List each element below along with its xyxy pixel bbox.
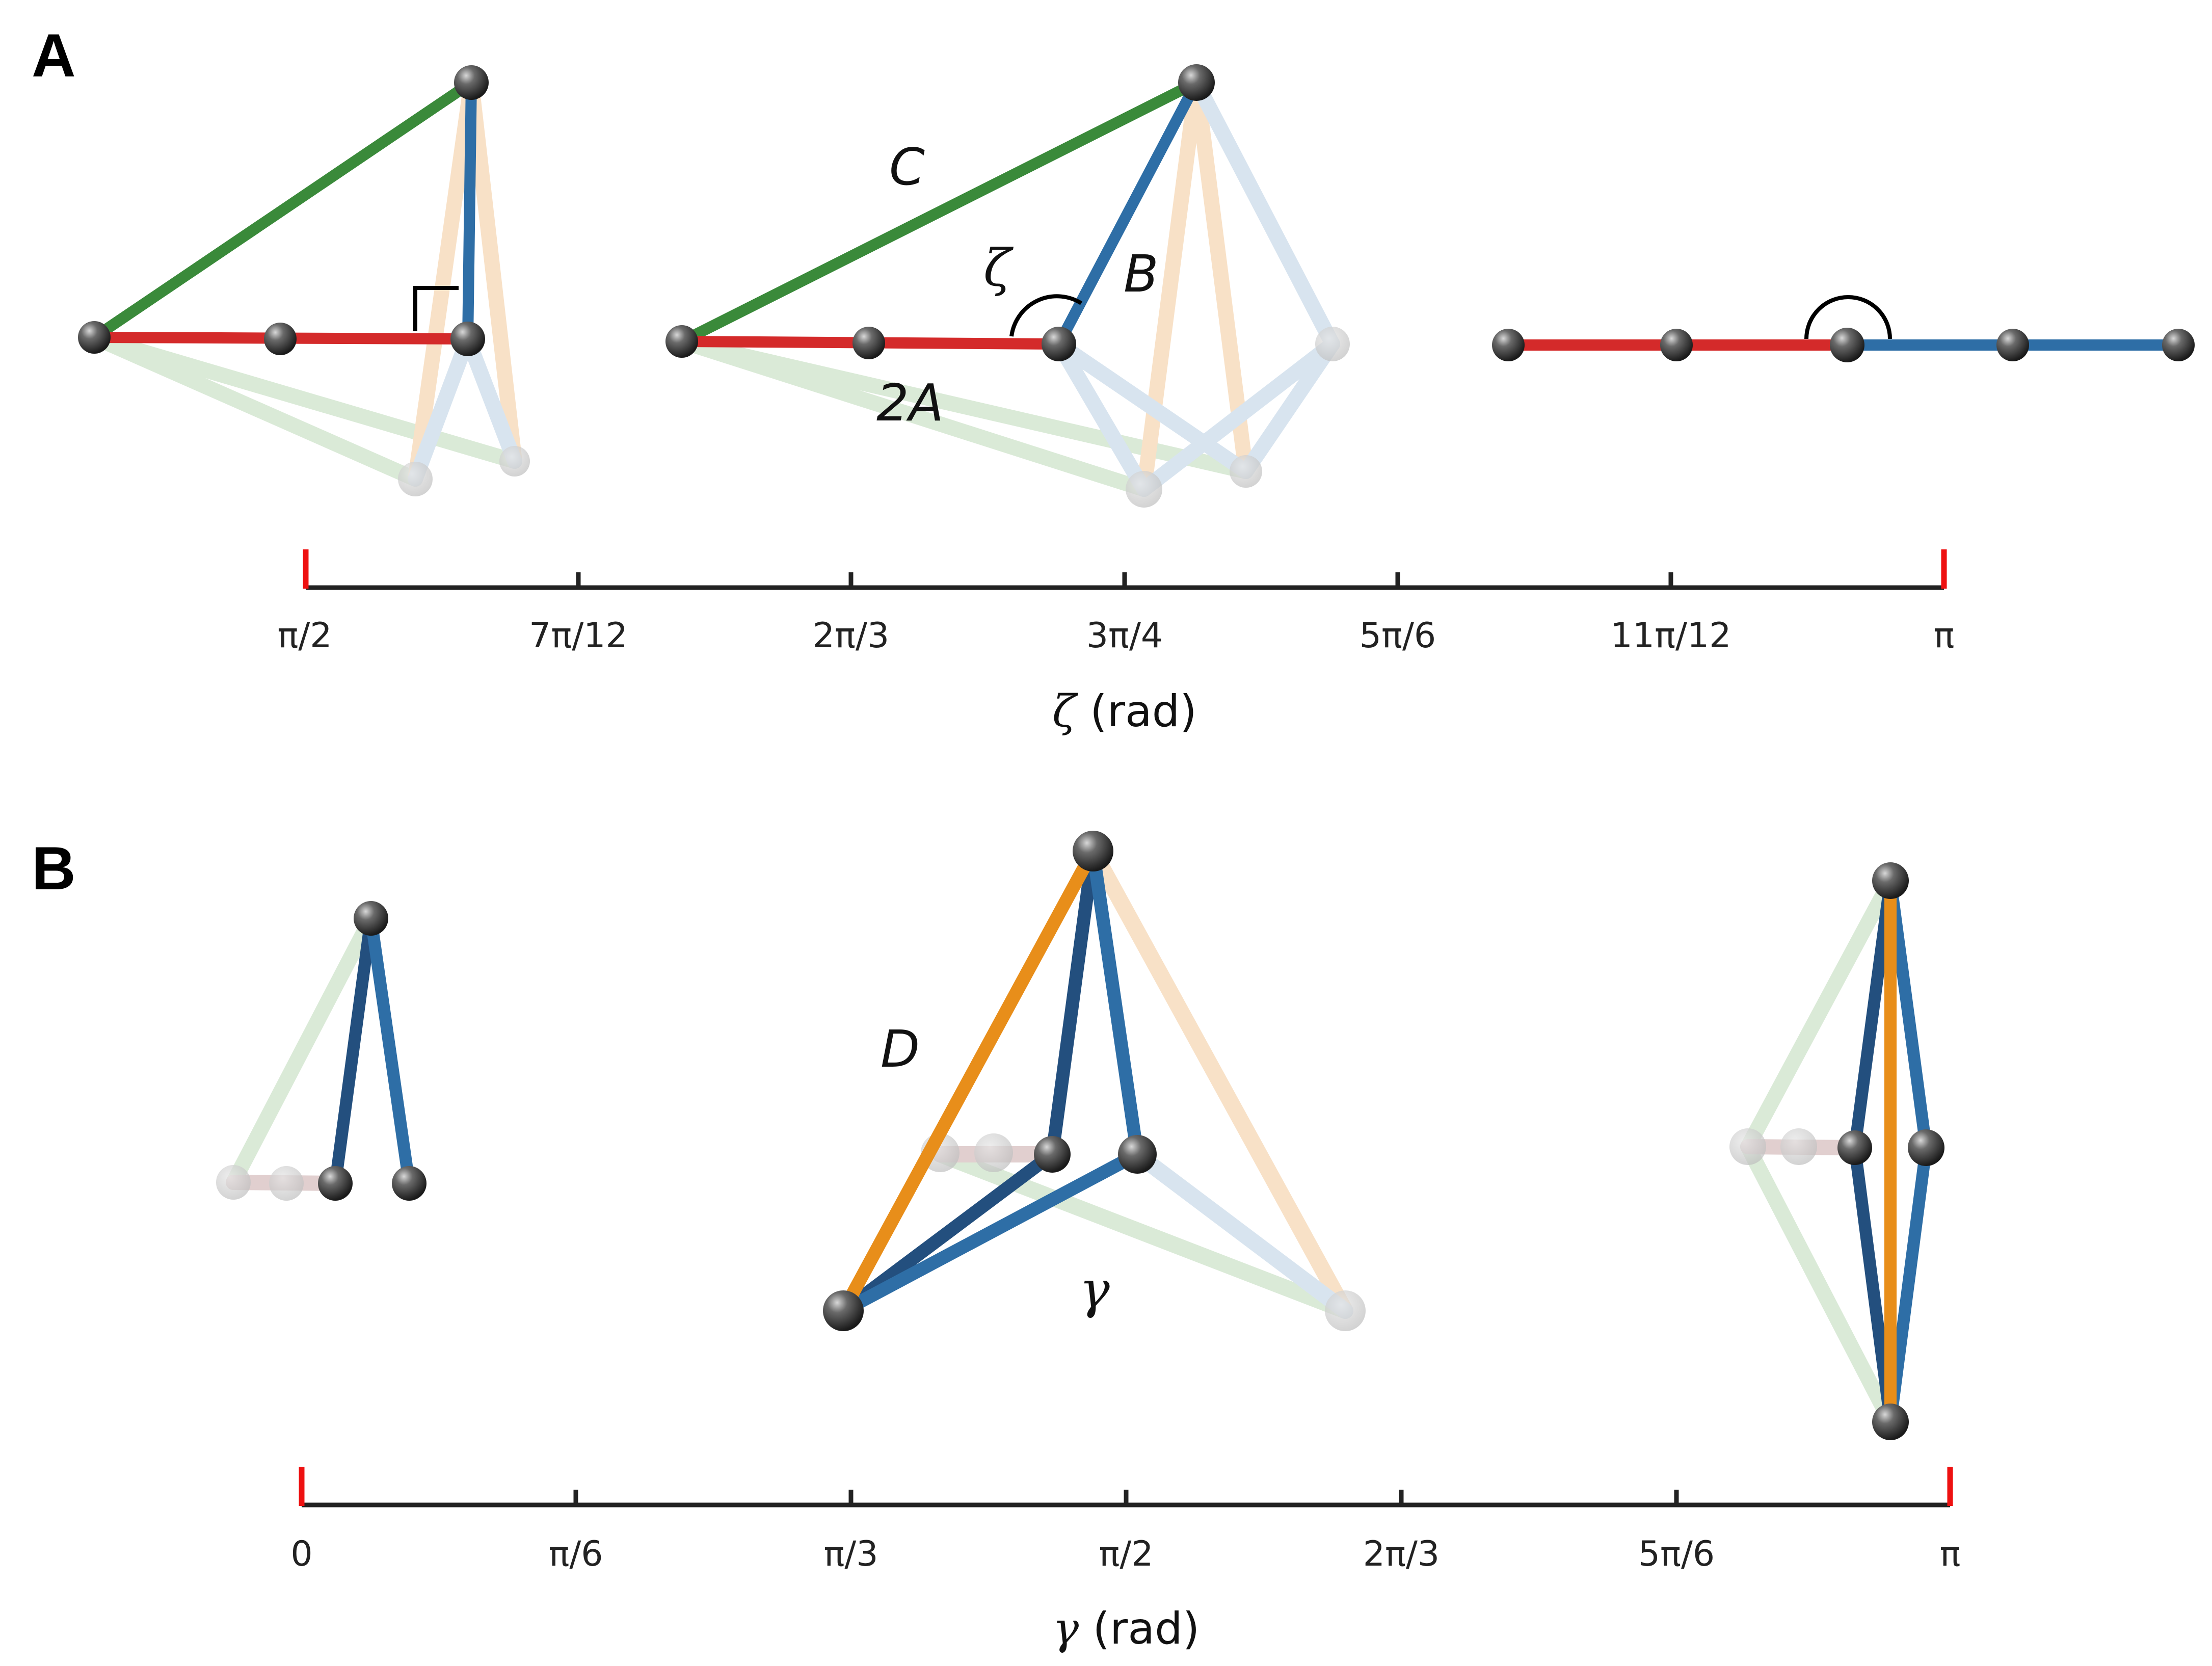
- bond-blue: [365, 912, 415, 1189]
- atom: [1996, 329, 2029, 361]
- panel-a-figure-obtuse: C B ζ 2A: [665, 64, 1350, 508]
- bond-b-blue: [462, 77, 477, 345]
- faint-atom: [1780, 1128, 1817, 1165]
- atom: [1492, 329, 1525, 361]
- atom: [2162, 329, 2195, 361]
- tick-label: 7π/12: [529, 616, 628, 656]
- panel-b-figure-gamma-zero: [216, 901, 427, 1201]
- panel-b-letter: B: [32, 834, 76, 903]
- axis-title-gamma: γ (rad): [1053, 1603, 1200, 1654]
- panel-a-letter: A: [32, 21, 76, 90]
- atom: [1837, 1130, 1872, 1165]
- bond-blue: [837, 1148, 1144, 1317]
- panel-a-figure-right-angle: [78, 65, 530, 496]
- tick-label: 2π/3: [1363, 1534, 1440, 1574]
- label-gamma: γ: [1079, 1260, 1110, 1319]
- atom: [852, 327, 885, 359]
- panel-b-figure-gamma-pi: [1729, 862, 1944, 1440]
- faint-atom: [1126, 471, 1162, 508]
- faint-atom: [1729, 1128, 1766, 1165]
- atom: [1660, 329, 1693, 361]
- faint-atom: [269, 1166, 304, 1201]
- bond-b-blue: [1053, 77, 1202, 350]
- faint-atom: [499, 446, 530, 477]
- atom: [1872, 1404, 1909, 1440]
- zeta-angle-arc: [1009, 294, 1083, 337]
- tick-label: π: [1934, 616, 1955, 656]
- faint-bonds: [87, 75, 522, 487]
- faint-atom: [1230, 455, 1262, 488]
- label-2a: 2A: [876, 373, 944, 433]
- bond-d-orange: [837, 844, 1100, 1317]
- atom: [318, 1166, 353, 1201]
- tick-label: 0: [290, 1534, 312, 1574]
- tick-label: π/3: [823, 1534, 878, 1574]
- tick-label: π/6: [548, 1534, 603, 1574]
- axis-title-unit: (rad): [1079, 1603, 1200, 1654]
- tick-label: 5π/6: [1638, 1534, 1715, 1574]
- atom: [1118, 1135, 1157, 1174]
- axis-zeta: π/2 7π/12 2π/3 3π/4 5π/6 11π/12 π ζ (rad…: [277, 549, 1954, 737]
- atom: [354, 901, 388, 936]
- faint-bonds: [932, 843, 1353, 1319]
- bond-dark-blue: [329, 912, 377, 1189]
- axis-title-unit: (rad): [1076, 686, 1197, 737]
- faint-atom: [398, 462, 433, 496]
- axis-gamma: 0 π/6 π/3 π/2 2π/3 5π/6 π γ (rad): [290, 1467, 1960, 1654]
- tick-label: π/2: [1099, 1534, 1153, 1574]
- bond-blue: [1086, 844, 1144, 1161]
- faint-atom: [974, 1133, 1013, 1172]
- bond-c-green: [676, 77, 1202, 347]
- atom: [1073, 831, 1113, 871]
- atom: [1872, 862, 1909, 899]
- tick-label: 2π/3: [813, 616, 889, 656]
- right-angle-marker: [413, 286, 459, 331]
- tick-label: π: [1940, 1534, 1961, 1574]
- tick-label: 5π/6: [1360, 616, 1436, 656]
- tick-label: 11π/12: [1611, 616, 1731, 656]
- panel-b-figure-gamma-mid: D γ: [823, 831, 1366, 1331]
- bond-c-green: [89, 77, 477, 343]
- faint-bonds: [674, 75, 1340, 497]
- atom: [1178, 64, 1215, 101]
- atom: [1830, 328, 1864, 362]
- label-c: C: [889, 137, 925, 197]
- straight-angle-arc: [1804, 295, 1892, 339]
- atom: [665, 325, 698, 358]
- atom: [264, 323, 297, 355]
- bond-dark-blue: [837, 1148, 1059, 1317]
- axis-title-symbol: γ: [1053, 1603, 1079, 1654]
- atom: [454, 65, 489, 100]
- bond-dark-blue: [1046, 844, 1100, 1161]
- atom: [823, 1290, 864, 1331]
- atom: [1042, 327, 1076, 361]
- axis-title-zeta: ζ (rad): [1052, 686, 1197, 737]
- atom: [1908, 1129, 1944, 1166]
- label-b: B: [1124, 244, 1159, 304]
- label-zeta: ζ: [983, 238, 1014, 298]
- panel-a-figure-straight: [1492, 295, 2195, 362]
- tick-label: 3π/4: [1086, 616, 1163, 656]
- atom: [1034, 1136, 1071, 1173]
- axis-title-symbol: ζ: [1052, 686, 1078, 737]
- atom: [78, 321, 111, 354]
- atom: [450, 322, 485, 356]
- atom: [392, 1166, 427, 1201]
- faint-atom: [1315, 327, 1350, 361]
- label-d: D: [881, 1019, 920, 1079]
- tick-label: π/2: [277, 616, 332, 656]
- faint-atom: [1325, 1290, 1366, 1331]
- faint-atom: [216, 1165, 251, 1200]
